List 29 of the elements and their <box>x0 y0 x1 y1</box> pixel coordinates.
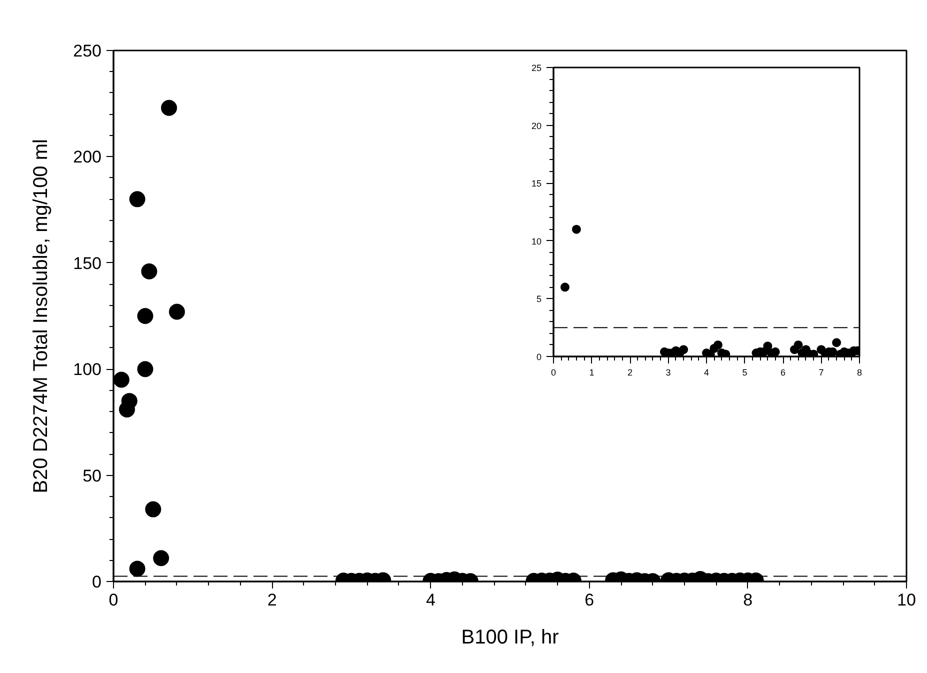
y-tick-label: 150 <box>73 254 102 273</box>
x-tick-label: 0 <box>108 590 118 610</box>
x-tick-label: 5 <box>742 368 748 378</box>
x-tick-label: 6 <box>780 368 786 378</box>
y-tick-label: 0 <box>536 352 542 362</box>
x-tick-label: 2 <box>627 368 633 378</box>
x-tick-label: 1 <box>589 368 594 378</box>
x-axis-title: B100 IP, hr <box>461 626 560 648</box>
x-tick-label: 10 <box>897 590 916 610</box>
y-tick-label: 200 <box>73 148 102 167</box>
x-tick-label: 0 <box>550 368 556 378</box>
x-tick-label: 4 <box>704 368 710 378</box>
x-tick-label: 6 <box>584 590 594 610</box>
x-tick-label: 8 <box>856 368 862 378</box>
y-tick-label: 20 <box>531 120 542 131</box>
y-axis-title: B20 D2274M Total Insoluble, mg/100 ml <box>30 139 52 494</box>
x-tick-label: 3 <box>666 368 671 378</box>
y-tick-label: 5 <box>536 294 542 304</box>
y-tick-label: 250 <box>73 42 102 60</box>
y-tick-label: 100 <box>73 360 102 380</box>
y-tick-label: 25 <box>531 63 542 73</box>
y-tick-label: 50 <box>82 466 102 486</box>
y-tick-label: 15 <box>531 178 542 189</box>
x-tick-label: 7 <box>818 368 824 378</box>
x-tick-label: 4 <box>426 590 436 610</box>
x-tick-label: 2 <box>267 590 277 610</box>
x-tick-label: 8 <box>743 590 753 610</box>
y-tick-label: 10 <box>531 236 542 246</box>
y-tick-label: 0 <box>92 572 102 592</box>
